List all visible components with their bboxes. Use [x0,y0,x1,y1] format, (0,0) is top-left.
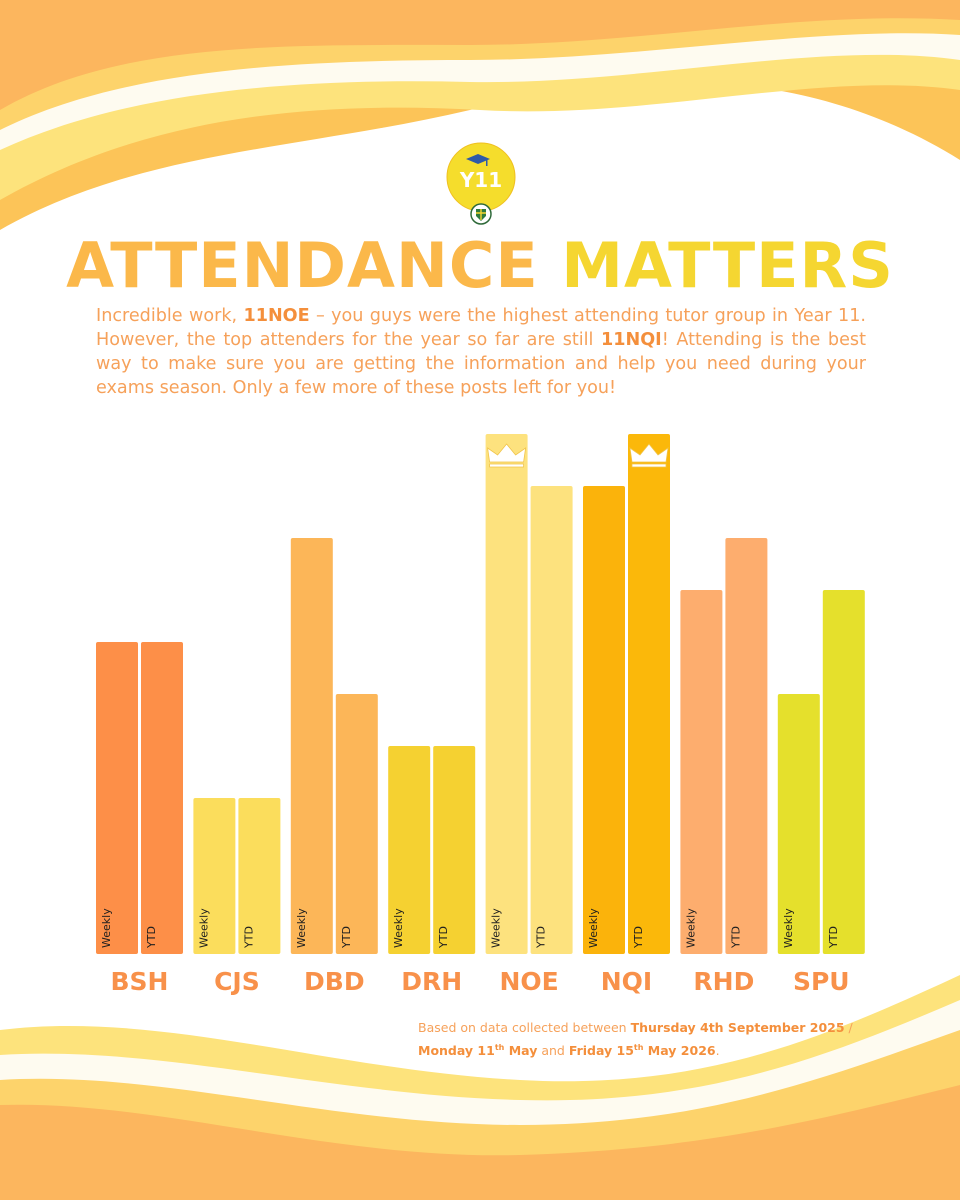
bar-bsh-weekly [96,642,138,954]
category-label-cjs: CJS [214,967,260,996]
data-footnote: Based on data collected between Thursday… [418,1020,853,1059]
bar-label-cjs-weekly: Weekly [197,908,210,948]
bar-label-cjs-ytd: YTD [242,926,255,949]
bar-dbd-ytd [335,694,378,954]
bar-drh-ytd [433,746,476,954]
bar-drh-weekly [388,746,431,954]
bar-label-rhd-weekly: Weekly [684,908,697,948]
bar-label-spu-weekly: Weekly [782,908,795,948]
category-label-noe: NOE [499,967,558,996]
bar-nqi-weekly [583,486,625,954]
bar-nqi-ytd [628,434,670,954]
bar-noe-ytd [530,486,573,954]
bar-bsh-ytd [141,642,183,954]
bar-spu-weekly [777,694,820,954]
bar-cjs-weekly [193,798,236,954]
bar-label-rhd-ytd: YTD [729,926,742,949]
page-title: ATTENDANCE MATTERS [0,228,960,304]
highlight-11nqi: 11NQI [601,330,662,350]
bar-label-noe-weekly: Weekly [490,908,503,948]
logo-text: Y11 [459,168,502,192]
bar-cjs-ytd [238,798,281,954]
bar-label-noe-ytd: YTD [535,926,548,949]
intro-paragraph: Incredible work, 11NOE – you guys were t… [96,306,866,398]
bar-label-spu-ytd: YTD [827,926,840,949]
category-label-dbd: DBD [304,967,365,996]
bar-dbd-weekly [290,538,333,954]
bar-label-bsh-ytd: YTD [145,926,158,949]
category-label-bsh: BSH [111,967,169,996]
category-label-spu: SPU [793,967,850,996]
bar-label-nqi-weekly: Weekly [587,908,600,948]
highlight-11noe: 11NOE [243,306,310,326]
category-label-rhd: RHD [693,967,754,996]
year-11-logo: Y11 [446,142,516,225]
category-label-nqi: NQI [601,967,652,996]
crown-icon [487,443,527,468]
title-attendance: ATTENDANCE [66,229,539,302]
bar-rhd-weekly [680,590,723,954]
bar-label-nqi-ytd: YTD [632,926,645,949]
bar-rhd-ytd [725,538,768,954]
title-matters: MATTERS [561,229,894,302]
crown-icon [629,443,669,468]
bar-noe-weekly [485,434,528,954]
bar-label-dbd-ytd: YTD [340,926,353,949]
bar-label-bsh-weekly: Weekly [100,908,113,948]
category-label-drh: DRH [401,967,462,996]
bar-label-drh-ytd: YTD [437,926,450,949]
bar-label-drh-weekly: Weekly [392,908,405,948]
bar-spu-ytd [822,590,865,954]
bar-label-dbd-weekly: Weekly [295,908,308,948]
